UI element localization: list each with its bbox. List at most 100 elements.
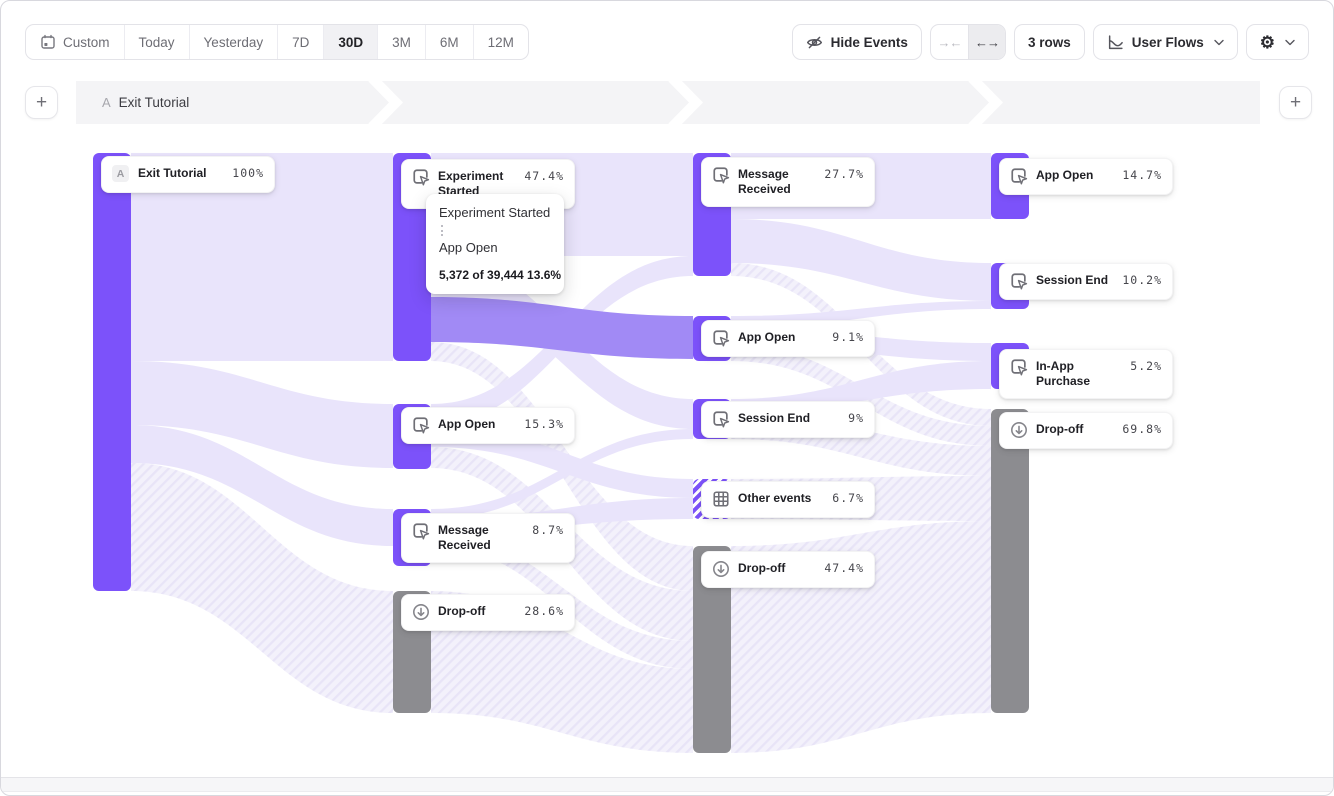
settings-dropdown[interactable]: ⚙ bbox=[1245, 24, 1309, 60]
tooltip-source-event: Experiment Started bbox=[439, 205, 551, 220]
drop-off-icon bbox=[413, 604, 429, 620]
hide-events-button[interactable]: Hide Events bbox=[791, 24, 922, 60]
event-icon bbox=[413, 417, 430, 434]
expand-collapse-toggle: →← ←→ bbox=[929, 24, 1006, 60]
node-percent: 28.6% bbox=[524, 604, 564, 618]
node-percent: 47.4% bbox=[524, 169, 564, 183]
node-percent: 69.8% bbox=[1122, 422, 1162, 436]
sankey-bar-exit-tutorial[interactable] bbox=[93, 153, 131, 591]
step-a-badge-icon: A bbox=[112, 165, 129, 182]
node-card-drop-off[interactable]: Drop-off 69.8% bbox=[999, 412, 1173, 449]
step-a-prefix: A bbox=[102, 95, 111, 110]
tooltip-target-event: App Open bbox=[439, 240, 498, 255]
event-icon bbox=[713, 167, 730, 184]
flow-ribbon[interactable] bbox=[131, 425, 393, 546]
node-label: Other events bbox=[738, 491, 812, 505]
node-percent: 9.1% bbox=[832, 330, 864, 344]
event-icon bbox=[1011, 168, 1028, 185]
date-range-30d[interactable]: 30D bbox=[324, 25, 379, 59]
date-range-yesterday[interactable]: Yesterday bbox=[190, 25, 279, 59]
node-label: App Open bbox=[438, 417, 496, 431]
step-chevron-separators bbox=[368, 81, 1003, 124]
node-card-session-end[interactable]: Session End 10.2% bbox=[999, 263, 1173, 300]
node-card-exit-tutorial[interactable]: A Exit Tutorial 100% bbox=[101, 156, 275, 193]
flow-tooltip: Experiment Started App Open 5,372 of 39,… bbox=[426, 194, 564, 294]
node-percent: 27.7% bbox=[824, 167, 864, 181]
node-card-message-received[interactable]: Message Received 8.7% bbox=[401, 513, 575, 563]
node-label: Drop-off bbox=[1036, 422, 1084, 436]
node-label: App Open bbox=[1036, 168, 1094, 182]
eye-off-icon bbox=[806, 36, 822, 48]
date-range-12m[interactable]: 12M bbox=[487, 34, 514, 50]
toolbar-right: Hide Events →← ←→ 3 rows User Flows ⚙ bbox=[791, 24, 1309, 60]
collapse-columns-button[interactable]: →← bbox=[931, 25, 968, 59]
event-icon bbox=[713, 411, 730, 428]
node-percent: 6.7% bbox=[832, 491, 864, 505]
toolbar: Custom Today Yesterday 7D 30D 3M 6M 12M … bbox=[25, 24, 1309, 60]
node-card-drop-off[interactable]: Drop-off 28.6% bbox=[401, 594, 575, 631]
arrows-outward-icon: ←→ bbox=[974, 34, 1000, 50]
node-label: In-App Purchase bbox=[1036, 359, 1091, 388]
steps-header-band[interactable]: A Exit Tutorial bbox=[76, 81, 1260, 124]
date-range-today[interactable]: Today bbox=[125, 25, 190, 59]
user-flows-chart-icon bbox=[1108, 34, 1123, 49]
node-card-drop-off[interactable]: Drop-off 47.4% bbox=[701, 551, 875, 588]
flow-ribbon[interactable] bbox=[731, 361, 991, 413]
sankey-bar-drop-off[interactable] bbox=[991, 409, 1029, 713]
plus-icon: + bbox=[35, 91, 48, 113]
tooltip-connector-dots bbox=[441, 225, 443, 236]
node-card-in-app-purchase[interactable]: In-App Purchase 5.2% bbox=[999, 349, 1173, 399]
flow-ribbon[interactable] bbox=[431, 429, 693, 519]
node-label: App Open bbox=[738, 330, 796, 344]
node-percent: 100% bbox=[232, 166, 264, 180]
date-range-label: Custom bbox=[63, 34, 110, 50]
node-label: Drop-off bbox=[438, 604, 486, 618]
arrows-inward-icon: →← bbox=[937, 34, 962, 50]
add-step-after-button[interactable]: + bbox=[1279, 86, 1312, 119]
node-card-app-open[interactable]: App Open 14.7% bbox=[999, 158, 1173, 195]
drop-off-icon bbox=[1011, 422, 1027, 438]
flow-ribbon[interactable] bbox=[731, 219, 991, 301]
date-range-3m[interactable]: 3M bbox=[378, 25, 426, 59]
step-a-header: A Exit Tutorial bbox=[102, 81, 189, 124]
node-card-other-events[interactable]: Other events 6.7% bbox=[701, 481, 875, 518]
node-card-message-received[interactable]: Message Received 27.7% bbox=[701, 157, 875, 207]
flow-ribbon-highlighted[interactable] bbox=[431, 297, 693, 359]
node-card-session-end[interactable]: Session End 9% bbox=[701, 401, 875, 438]
node-label: Message Received bbox=[738, 167, 791, 196]
date-range-6m[interactable]: 6M bbox=[426, 25, 474, 59]
calendar-icon bbox=[41, 34, 55, 49]
flow-ribbon[interactable] bbox=[131, 361, 393, 468]
date-range-7d[interactable]: 7D bbox=[278, 25, 325, 59]
node-percent: 8.7% bbox=[532, 523, 564, 537]
gear-icon: ⚙ bbox=[1259, 32, 1275, 52]
chevron-down-icon bbox=[1285, 39, 1295, 45]
event-icon bbox=[413, 523, 430, 540]
event-icon bbox=[1011, 273, 1028, 290]
node-card-app-open[interactable]: App Open 15.3% bbox=[401, 407, 575, 444]
node-percent: 5.2% bbox=[1130, 359, 1162, 373]
flow-ribbon[interactable] bbox=[131, 153, 393, 361]
other-events-icon bbox=[713, 491, 729, 507]
view-type-dropdown[interactable]: User Flows bbox=[1092, 24, 1238, 60]
rows-button[interactable]: 3 rows bbox=[1013, 24, 1085, 60]
plus-icon: + bbox=[1289, 91, 1302, 113]
node-card-app-open[interactable]: App Open 9.1% bbox=[701, 320, 875, 357]
node-label: Drop-off bbox=[738, 561, 786, 575]
node-percent: 15.3% bbox=[524, 417, 564, 431]
add-step-before-button[interactable]: + bbox=[25, 86, 58, 119]
node-label: Message Received bbox=[438, 523, 491, 552]
node-label: Session End bbox=[738, 411, 811, 425]
node-percent: 14.7% bbox=[1122, 168, 1162, 182]
bottom-scrollbar-track[interactable] bbox=[1, 777, 1333, 792]
event-icon bbox=[1011, 359, 1028, 376]
node-label: Exit Tutorial bbox=[138, 166, 207, 180]
date-range-custom[interactable]: Custom bbox=[26, 25, 125, 59]
node-percent: 47.4% bbox=[824, 561, 864, 575]
expand-columns-button[interactable]: ←→ bbox=[967, 25, 1005, 59]
flow-ribbon[interactable] bbox=[431, 591, 693, 753]
node-label: Session End bbox=[1036, 273, 1109, 287]
flow-ribbon[interactable] bbox=[131, 463, 393, 713]
